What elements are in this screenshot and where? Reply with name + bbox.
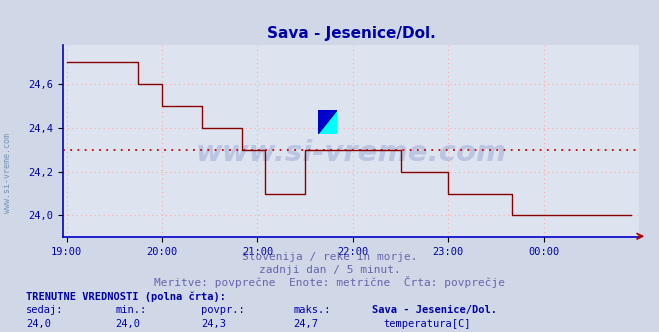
Text: TRENUTNE VREDNOSTI (polna črta):: TRENUTNE VREDNOSTI (polna črta): [26, 291, 226, 302]
Text: 24,7: 24,7 [293, 319, 318, 329]
Polygon shape [318, 110, 337, 134]
Text: povpr.:: povpr.: [201, 305, 244, 315]
Text: 24,0: 24,0 [26, 319, 51, 329]
Text: 24,0: 24,0 [115, 319, 140, 329]
Text: www.si-vreme.com: www.si-vreme.com [195, 139, 507, 167]
Text: min.:: min.: [115, 305, 146, 315]
Text: sedaj:: sedaj: [26, 305, 64, 315]
Text: Slovenija / reke in morje.: Slovenija / reke in morje. [242, 252, 417, 262]
Polygon shape [318, 110, 337, 134]
Bar [318, 110, 328, 122]
Text: zadnji dan / 5 minut.: zadnji dan / 5 minut. [258, 265, 401, 275]
Title: Sava - Jesenice/Dol.: Sava - Jesenice/Dol. [266, 26, 436, 41]
Text: maks.:: maks.: [293, 305, 331, 315]
Text: Sava - Jesenice/Dol.: Sava - Jesenice/Dol. [372, 305, 498, 315]
Text: 24,3: 24,3 [201, 319, 226, 329]
Text: Meritve: povprečne  Enote: metrične  Črta: povprečje: Meritve: povprečne Enote: metrične Črta:… [154, 276, 505, 288]
Text: www.si-vreme.com: www.si-vreme.com [3, 133, 13, 212]
Text: temperatura[C]: temperatura[C] [384, 319, 471, 329]
